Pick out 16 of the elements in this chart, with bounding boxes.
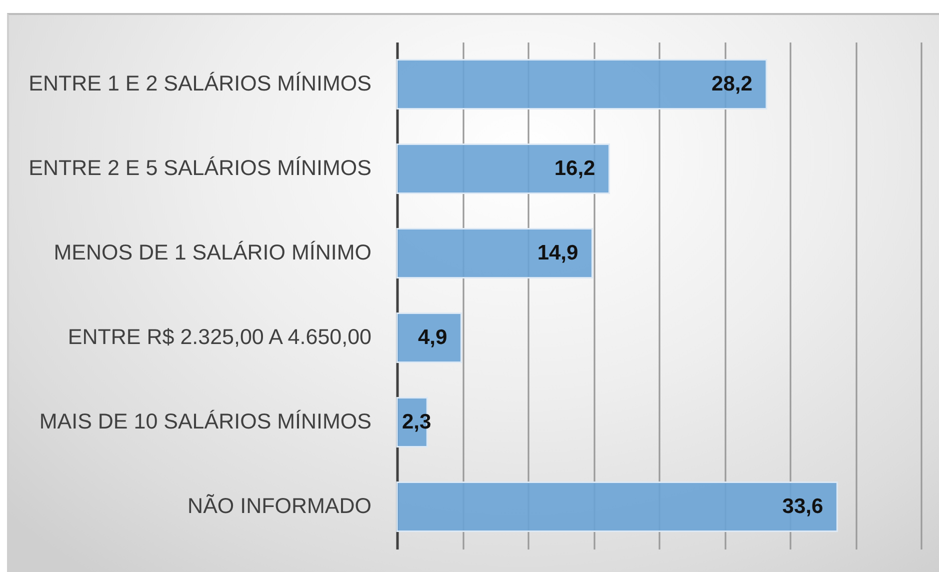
y-tick-label: ENTRE R$ 2.325,00 A 4.650,00	[68, 324, 372, 349]
data-label: 33,6	[782, 494, 824, 518]
y-tick-label: MENOS DE 1 SALÁRIO MÍNIMO	[54, 240, 372, 264]
bar	[396, 228, 593, 279]
bar	[396, 58, 768, 110]
data-label: 14,9	[537, 241, 578, 264]
data-label: 28,2	[712, 72, 752, 96]
bar	[396, 143, 610, 194]
bar	[396, 481, 838, 532]
y-tick-label: ENTRE 1 E 2 SALÁRIOS MÍNIMOS	[28, 71, 372, 96]
y-tick-label: MAIS DE 10 SALÁRIOS MÍNIMOS	[39, 409, 372, 434]
y-tick-label: ENTRE 2 E 5 SALÁRIOS MÍNIMOS	[28, 156, 372, 180]
y-tick-label: NÃO INFORMADO	[188, 494, 372, 518]
data-label: 16,2	[554, 156, 596, 180]
data-label: 4,9	[418, 326, 448, 349]
bar	[396, 312, 462, 364]
